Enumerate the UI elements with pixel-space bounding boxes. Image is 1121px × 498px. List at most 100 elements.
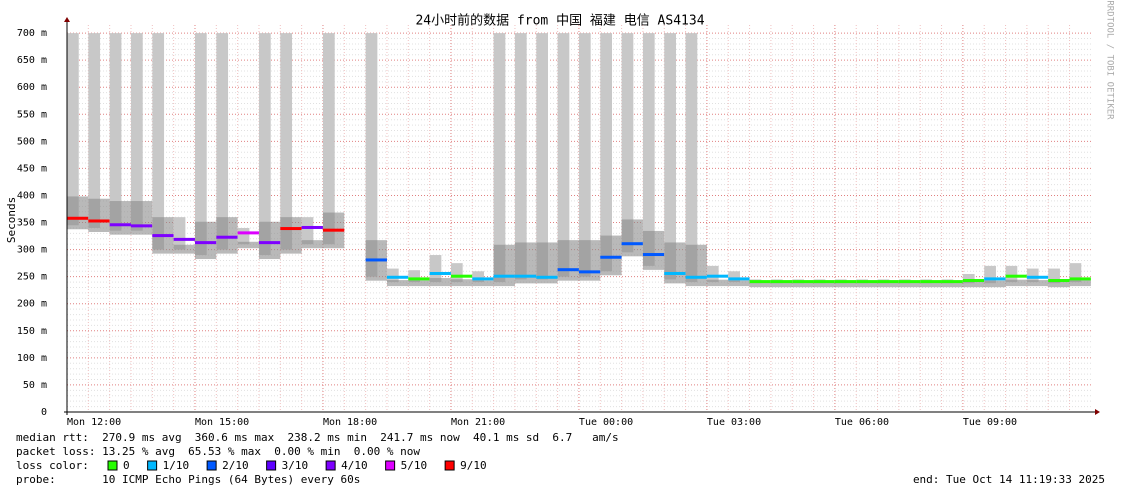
smoke [109, 33, 122, 231]
smoke-core [386, 280, 409, 287]
legend-label: 4/10 [341, 459, 368, 472]
smoke-core [130, 201, 153, 235]
median [280, 227, 302, 231]
smoke [600, 33, 612, 272]
smoke-core [429, 278, 451, 287]
median [536, 275, 558, 279]
smoke [1069, 263, 1082, 283]
smoke-core [856, 282, 878, 288]
y-tick-label: 500 m [17, 136, 47, 147]
median [685, 275, 707, 279]
legend-swatch [325, 460, 336, 471]
y-tick-label: 300 m [17, 245, 47, 256]
median [898, 280, 921, 284]
y-tick-label: 350 m [17, 218, 47, 229]
y-tick-label: 600 m [17, 82, 47, 93]
median [749, 280, 771, 284]
median [386, 275, 409, 279]
end-time: end: Tue Oct 14 11:19:33 2025 [913, 473, 1105, 486]
smoke [642, 33, 655, 266]
median [984, 277, 1006, 281]
median [322, 228, 345, 232]
median [472, 277, 494, 281]
median [621, 242, 643, 246]
smoke [450, 263, 463, 283]
median [88, 219, 110, 223]
median [706, 274, 729, 278]
median [877, 280, 899, 284]
smoke [728, 271, 740, 283]
smoke-core [962, 281, 985, 288]
median [450, 274, 473, 278]
legend-label: 3/10 [282, 459, 309, 472]
x-tick-label: Mon 21:00 [451, 417, 505, 428]
median [1069, 277, 1091, 281]
median [258, 241, 281, 245]
y-tick-label: 150 m [17, 326, 47, 337]
y-tick-label: 650 m [17, 55, 47, 66]
smoke [322, 33, 335, 245]
smoke-core [514, 242, 537, 284]
legend-swatch [107, 460, 118, 471]
x-tick-label: Tue 09:00 [963, 417, 1017, 428]
smoke-core [280, 217, 302, 254]
smoke [514, 33, 527, 280]
smoke-core [173, 244, 195, 254]
smoke-core [301, 240, 323, 249]
median [67, 216, 89, 220]
smoke-core [88, 198, 110, 232]
watermark: RRDTOOL / TOBI OETIKER [1105, 0, 1115, 120]
smoke-core [834, 282, 857, 288]
median [642, 253, 665, 257]
median [408, 277, 430, 281]
legend-label: 0 [123, 459, 130, 472]
y-tick-label: 700 m [17, 28, 47, 39]
smoke [386, 268, 399, 283]
median [856, 280, 878, 284]
smoke-core [941, 282, 963, 288]
y-tick-label: 0 [41, 407, 47, 418]
stats-line: median rtt: 270.9 ms avg 360.6 ms max 23… [16, 431, 619, 444]
smoke [664, 33, 676, 280]
smoke-core [557, 240, 579, 281]
probe: probe: 10 ICMP Echo Pings (64 Bytes) eve… [16, 473, 360, 486]
median [301, 225, 323, 229]
smoke-core [642, 230, 665, 270]
arrow [64, 17, 70, 22]
smoke-core [813, 282, 835, 288]
smoke [1005, 265, 1018, 283]
x-tick-label: Mon 15:00 [195, 417, 249, 428]
legend-title: loss color: [16, 459, 89, 472]
median [216, 235, 238, 239]
smoke-core [258, 221, 281, 260]
median [1005, 274, 1027, 278]
median [365, 258, 387, 262]
smoke-core [578, 240, 601, 281]
median [130, 224, 153, 228]
median [792, 280, 814, 284]
chart-title: 24小时前的数据 from 中国 福建 电信 AS4134 [415, 13, 704, 29]
smoke [984, 265, 996, 284]
smoke [88, 33, 101, 228]
smoke-core [1069, 279, 1091, 287]
y-tick-label: 200 m [17, 299, 47, 310]
median [194, 241, 217, 245]
smoke-core [67, 196, 89, 230]
x-tick-label: Tue 06:00 [835, 417, 889, 428]
smoke [237, 227, 250, 245]
smoke-core [685, 244, 707, 287]
smoke [365, 33, 378, 277]
median [1048, 279, 1070, 283]
smoke-core [1005, 279, 1027, 287]
median [834, 280, 857, 284]
smoke-core [472, 280, 494, 287]
median [493, 274, 515, 278]
smoke [685, 33, 698, 283]
smoke-core [664, 242, 686, 284]
legend-swatch [385, 460, 396, 471]
smoke-core [877, 282, 899, 288]
smoke [1026, 268, 1039, 283]
median [578, 270, 601, 274]
x-tick-label: Mon 18:00 [323, 417, 377, 428]
median [664, 271, 686, 275]
